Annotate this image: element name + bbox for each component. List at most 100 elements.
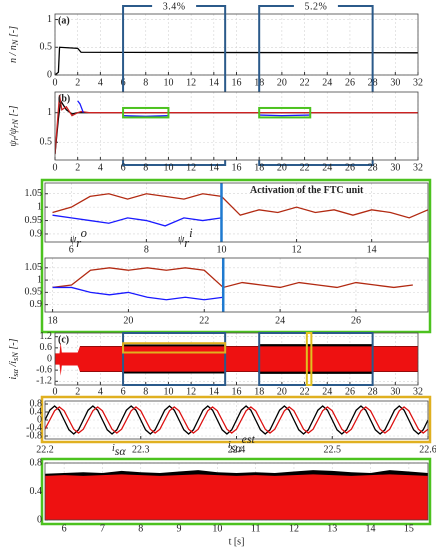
- y-axis-label-part: n / n: [8, 45, 19, 63]
- highlight-box: [122, 342, 227, 354]
- y-tick-label: 0.4: [30, 406, 43, 417]
- y-axis-label-part: [-]: [8, 26, 19, 40]
- y-tick-label: 1.05: [25, 188, 43, 199]
- signal-line: [52, 193, 428, 219]
- x-tick-label: 8: [144, 244, 149, 255]
- x-tick-label: 28: [368, 386, 378, 397]
- y-axis-label-part: /i: [8, 361, 19, 369]
- highlight-box: [122, 106, 170, 119]
- x-tick-label: 20: [277, 77, 287, 88]
- x-tick-label: 14: [367, 244, 377, 255]
- y-axis-label: isα /isN [-]: [8, 338, 20, 379]
- x-tick-label: 10: [163, 386, 173, 397]
- y-tick-label: 1.2: [40, 331, 53, 342]
- x-tick-label: 7: [100, 523, 105, 534]
- y-axis-label-part: sN: [11, 352, 20, 361]
- y-tick-label: 0.95: [25, 287, 43, 298]
- x-tick-label: 0: [53, 162, 58, 173]
- y-tick-label: 1: [37, 274, 42, 285]
- x-tick-label: 4: [98, 162, 103, 173]
- x-tick-label: 14: [209, 77, 219, 88]
- annotation-part: ψ: [178, 234, 185, 245]
- x-tick-label: 6: [69, 244, 74, 255]
- y-axis-label: ψr/ψrN [-]: [8, 105, 20, 146]
- x-tick-label: 22.4: [228, 444, 246, 455]
- x-tick-label: 24: [322, 77, 332, 88]
- x-tick-label: 22: [199, 315, 209, 326]
- x-tick-label: 24: [322, 162, 332, 173]
- signal-line: [52, 286, 224, 301]
- x-tick-label: 2: [75, 77, 80, 88]
- x-tick-label: 22.3: [132, 444, 150, 455]
- plot-frame: [44, 400, 429, 440]
- y-tick-label: 1: [47, 14, 52, 25]
- x-tick-label: 6: [121, 386, 126, 397]
- annotation-part: Activation of the FTC unit: [250, 185, 364, 196]
- signal-line: [55, 46, 418, 75]
- x-tick-label: 18: [48, 315, 58, 326]
- x-tick-label: 26: [351, 315, 361, 326]
- y-tick-label: 0.4: [30, 486, 43, 497]
- x-tick-label: 6: [121, 162, 126, 173]
- x-tick-label: 12: [289, 523, 299, 534]
- x-tick-label: 24: [322, 386, 332, 397]
- annotation-part: est: [242, 432, 256, 446]
- y-tick-label: 0.5: [40, 42, 53, 53]
- x-tick-label: 22.5: [324, 444, 342, 455]
- x-tick-label: 20: [123, 315, 133, 326]
- annotation: isαest: [228, 432, 256, 455]
- annotation-part: i: [189, 226, 193, 240]
- x-tick-label: 16: [232, 77, 242, 88]
- y-tick-label: -0.6: [36, 364, 52, 375]
- annotation-part: o: [81, 226, 87, 240]
- plot-area: [45, 258, 428, 312]
- y-axis-label: n / nN [-]: [8, 26, 20, 63]
- x-tick-label: 14: [209, 162, 219, 173]
- annotation: ψri: [178, 226, 193, 250]
- x-tick-label: 22.2: [36, 444, 54, 455]
- highlight-box: [122, 332, 227, 386]
- annotation: ψro: [70, 226, 87, 250]
- plot-area: [45, 183, 428, 242]
- x-tick-label: 10: [163, 77, 173, 88]
- zoom-frame: [40, 457, 432, 526]
- panel-label: (c): [58, 334, 69, 345]
- plot-frame: [44, 257, 429, 313]
- region-label: 5.2%: [304, 1, 327, 12]
- annotation-part: ψ: [70, 234, 77, 245]
- plot-area: [55, 14, 418, 75]
- x-tick-label: 20: [277, 162, 287, 173]
- x-tick-label: 20: [277, 386, 287, 397]
- y-tick-label: 1: [37, 201, 42, 212]
- x-tick-label: 12: [186, 77, 196, 88]
- y-tick-label: -1.2: [36, 376, 52, 387]
- y-axis-label-part: [-]: [8, 105, 19, 119]
- y-tick-label: 1.05: [25, 262, 43, 273]
- annotation-part: i: [112, 443, 115, 454]
- x-tick-label: 22: [300, 386, 310, 397]
- y-tick-label: 0.9: [30, 299, 43, 310]
- y-axis-label-part: r: [11, 136, 20, 140]
- y-axis-label-part: sα: [11, 368, 20, 376]
- x-tick-label: 32: [413, 77, 423, 88]
- signal-band: [55, 342, 418, 376]
- x-tick-label: 13: [327, 523, 337, 534]
- x-tick-label: 9: [177, 523, 182, 534]
- x-tick-label: 8: [143, 386, 148, 397]
- x-tick-label: 18: [254, 386, 264, 397]
- x-tick-label: 26: [345, 162, 355, 173]
- highlight-box: [258, 106, 312, 119]
- y-tick-label: 0.95: [25, 215, 43, 226]
- x-tick-label: 10: [163, 162, 173, 173]
- y-tick-label: 0.8: [30, 398, 43, 409]
- x-tick-label: 15: [404, 523, 414, 534]
- highlight-box: [258, 332, 374, 386]
- x-tick-label: 8: [143, 77, 148, 88]
- y-tick-label: 0.9: [30, 228, 43, 239]
- panel-label: (a): [58, 15, 70, 26]
- signal-line: [52, 214, 222, 227]
- plot-frame: [54, 13, 419, 76]
- annotation-part: sα: [115, 444, 127, 458]
- x-tick-label: 30: [390, 162, 400, 173]
- x-tick-label: 2: [75, 162, 80, 173]
